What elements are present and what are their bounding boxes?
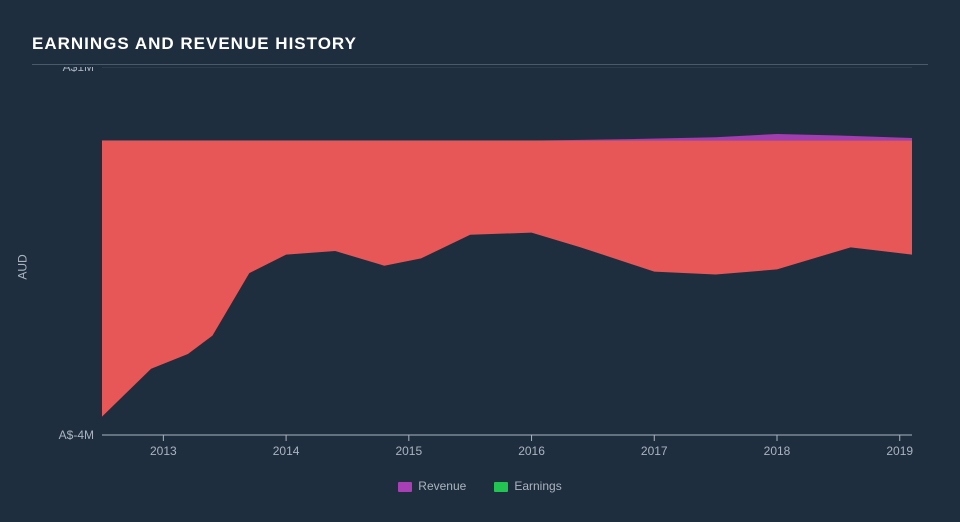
- series-area-earnings: [102, 141, 912, 417]
- legend-label: Revenue: [418, 479, 466, 493]
- title-divider: [32, 64, 928, 65]
- y-tick-label: A$-4M: [59, 428, 94, 442]
- x-tick-label: 2019: [886, 444, 913, 458]
- series-area-revenue: [102, 134, 912, 141]
- legend-swatch: [494, 482, 508, 492]
- x-tick-label: 2014: [273, 444, 300, 458]
- x-tick-label: 2013: [150, 444, 177, 458]
- chart-title: EARNINGS AND REVENUE HISTORY: [32, 34, 928, 54]
- chart-svg: A$-4M A$1M 2013 2014 2015 2016 2017 2018 2019: [32, 67, 928, 473]
- chart-legend: Revenue Earnings: [32, 479, 928, 493]
- x-tick-label: 2017: [641, 444, 668, 458]
- chart-area: AUD A$-4MA$1M201320142015201620172018201…: [32, 67, 928, 473]
- y-tick-label: A$1M: [63, 67, 94, 74]
- legend-label: Earnings: [514, 479, 561, 493]
- y-axis-label: AUD: [16, 254, 30, 279]
- legend-item-revenue: Revenue: [398, 479, 466, 493]
- x-tick-label: 2015: [395, 444, 422, 458]
- x-tick-label: 2018: [764, 444, 791, 458]
- legend-swatch: [398, 482, 412, 492]
- x-tick-label: 2016: [518, 444, 545, 458]
- legend-item-earnings: Earnings: [494, 479, 561, 493]
